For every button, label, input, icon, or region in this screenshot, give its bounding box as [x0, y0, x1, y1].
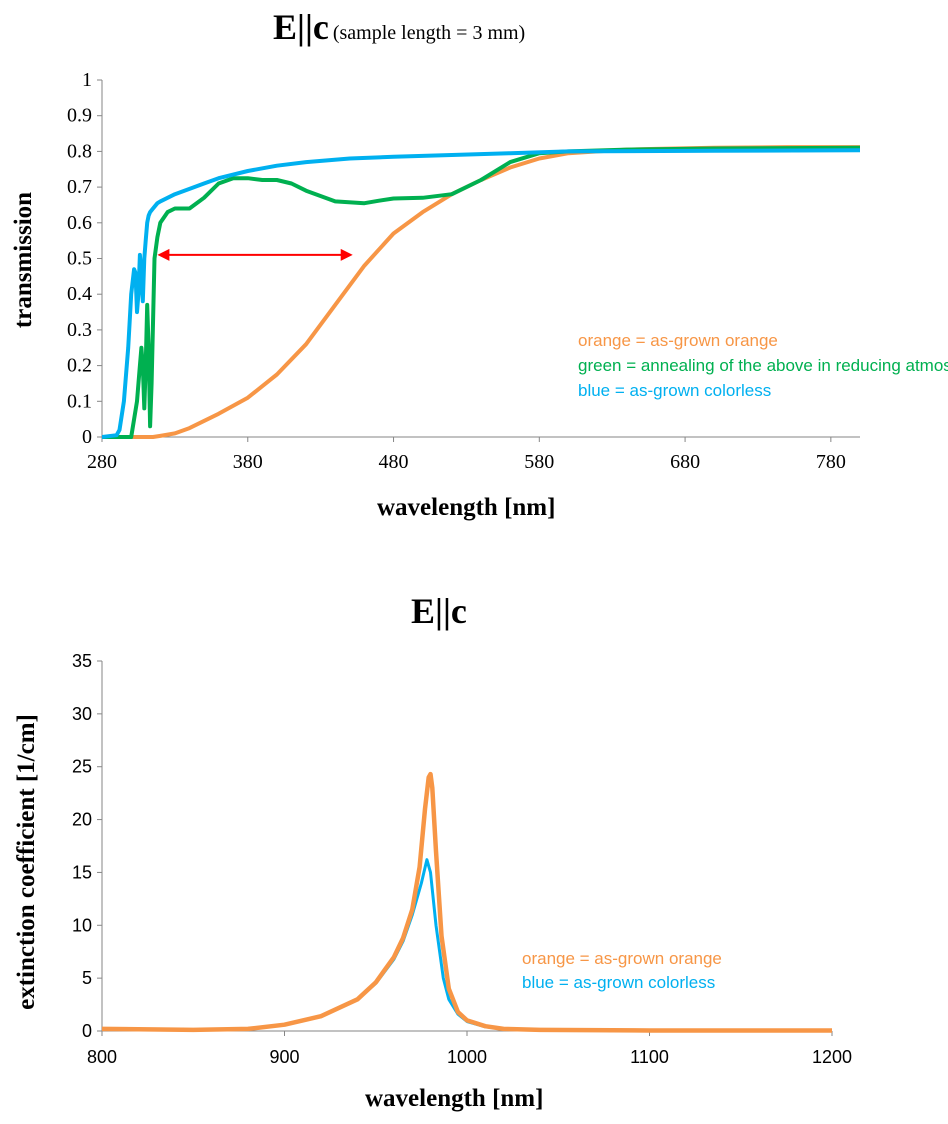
- chart2-xlabel: wavelength [nm]: [365, 1085, 544, 1112]
- legend-annotation: blue = as-grown colorless: [578, 381, 771, 400]
- y-tick-label: 1: [82, 69, 92, 91]
- legend-annotation: orange = as-grown orange: [578, 331, 778, 350]
- chart-1: 0 0.1 0.2 0.3 0.4 0.5 0.6 0.7 0.8 0.9 1 280 380 480 58…: [67, 69, 948, 473]
- x-tick-label: 800: [87, 1047, 117, 1067]
- chart2-title-block: E||c: [411, 590, 467, 632]
- x-tick-label: 1100: [630, 1047, 669, 1067]
- series-line-green: [102, 145, 860, 439]
- y-tick-label: 35: [72, 651, 92, 671]
- y-tick-label: 0.3: [67, 319, 92, 341]
- chart1-title-block: E||c (sample length = 3 mm): [273, 6, 525, 48]
- chart2-title: E||c: [411, 591, 467, 631]
- x-tick-label: 1000: [447, 1047, 487, 1067]
- y-tick-label: 0.6: [67, 212, 92, 234]
- y-tick-label: 0: [82, 1021, 92, 1041]
- y-tick-label: 0: [82, 426, 92, 448]
- y-tick-label: 5: [82, 968, 92, 988]
- y-tick-label: 0.1: [67, 390, 92, 412]
- y-tick-label: 0.4: [67, 283, 92, 305]
- arrow-head-left: [157, 248, 170, 261]
- y-tick-label: 25: [72, 757, 92, 777]
- chart1-title: E||c: [273, 7, 329, 47]
- chart1-xlabel: wavelength [nm]: [377, 494, 556, 521]
- x-tick-label: 380: [233, 451, 263, 473]
- y-tick-label: 30: [72, 704, 92, 724]
- series-line-blue: [102, 148, 860, 439]
- chart-2: 0 5 10 15 20 25 30 35 800 900 1000 1100 1200 orange =…: [72, 651, 852, 1067]
- x-tick-label: 780: [816, 451, 846, 473]
- y-tick-label: 0.2: [67, 355, 92, 377]
- series-line-blue: [102, 858, 832, 1032]
- legend-annotation: orange = as-grown orange: [522, 949, 722, 968]
- legend-annotation: blue = as-grown colorless: [522, 973, 715, 992]
- x-tick-label: 480: [379, 451, 409, 473]
- x-tick-label: 280: [87, 451, 117, 473]
- legend-annotation: green = annealing of the above in reduci…: [578, 356, 948, 375]
- y-tick-label: 0.9: [67, 105, 92, 127]
- y-tick-label: 10: [72, 915, 92, 935]
- y-tick-label: 0.7: [67, 176, 92, 198]
- y-tick-label: 0.5: [67, 248, 92, 270]
- y-tick-label: 0.8: [67, 140, 92, 162]
- chart1-subtitle: (sample length = 3 mm): [332, 22, 526, 44]
- x-tick-label: 580: [524, 451, 554, 473]
- y-tick-label: 15: [72, 862, 92, 882]
- y-tick-label: 20: [72, 810, 92, 830]
- x-tick-label: 680: [670, 451, 700, 473]
- x-tick-label: 900: [269, 1047, 299, 1067]
- x-tick-label: 1200: [812, 1047, 852, 1067]
- series-line-orange: [102, 771, 832, 1033]
- arrow-head-right: [340, 248, 353, 261]
